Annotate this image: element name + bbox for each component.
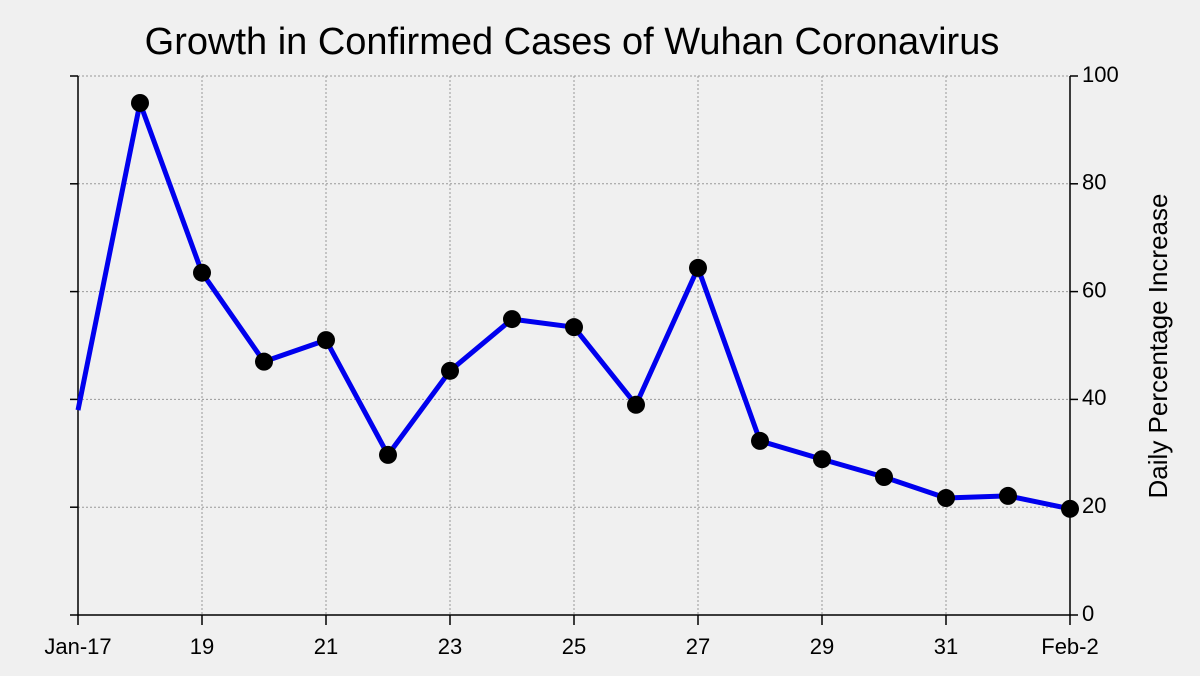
data-point — [441, 361, 459, 380]
data-point — [255, 352, 273, 371]
data-point — [689, 258, 707, 277]
data-point — [503, 310, 521, 329]
data-point — [751, 431, 769, 450]
data-point — [627, 395, 645, 414]
data-point — [317, 331, 335, 350]
chart-title: Growth in Confirmed Cases of Wuhan Coron… — [145, 21, 1000, 63]
data-point — [937, 489, 955, 508]
data-point — [379, 445, 397, 464]
data-point — [875, 468, 893, 487]
y-tick-label: 60 — [1082, 277, 1106, 302]
y-tick-label: 20 — [1082, 493, 1106, 518]
data-point — [565, 318, 583, 337]
y-tick-label: 100 — [1082, 62, 1119, 87]
y-axis-label: Daily Percentage Increase — [1143, 194, 1173, 499]
data-point — [813, 450, 831, 469]
x-tick-label: Feb-2 — [1041, 634, 1098, 659]
x-tick-label: 29 — [810, 634, 834, 659]
y-tick-label: 80 — [1082, 170, 1106, 195]
y-tick-label: 0 — [1082, 601, 1094, 626]
x-tick-label: 23 — [438, 634, 462, 659]
x-tick-label: 21 — [314, 634, 338, 659]
x-tick-label: 25 — [562, 634, 586, 659]
x-tick-label: 31 — [934, 634, 958, 659]
x-tick-label: 19 — [190, 634, 214, 659]
y-tick-label: 40 — [1082, 385, 1106, 410]
data-point — [131, 93, 149, 112]
x-tick-label: Jan-17 — [44, 634, 111, 659]
data-point — [999, 486, 1017, 505]
x-tick-label: 27 — [686, 634, 710, 659]
data-point — [193, 263, 211, 282]
data-point — [1061, 499, 1079, 518]
